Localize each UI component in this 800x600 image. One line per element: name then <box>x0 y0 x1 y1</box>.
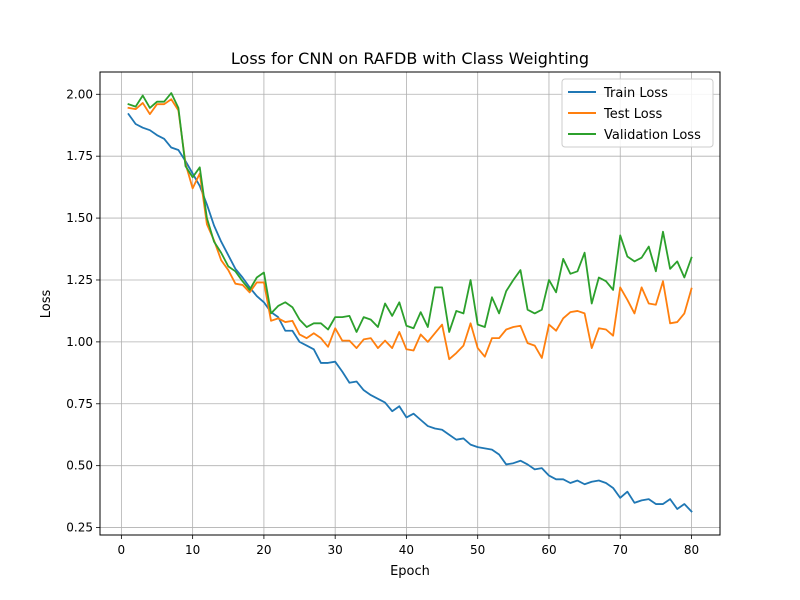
x-tick-label: 80 <box>684 543 699 557</box>
legend-box <box>561 78 714 148</box>
x-tick-label: 30 <box>328 543 343 557</box>
y-tick-label: 1.25 <box>66 273 93 287</box>
y-axis-label: Loss <box>39 290 54 319</box>
plot-area: 0 10 20 30 40 50 60 70 80 0.25 0.50 0.75 1.00 1.25 1.5… <box>66 71 721 557</box>
y-tick-label: 0.50 <box>66 459 93 473</box>
y-tick-label: 0.25 <box>66 521 93 535</box>
x-tick-label: 40 <box>399 543 414 557</box>
legend-label: Train Loss <box>603 86 668 101</box>
x-axis-label: Epoch <box>390 564 430 579</box>
legend: Train Loss Test Loss Validation Loss <box>561 78 714 148</box>
series-line-validation-loss <box>127 92 693 333</box>
x-tick-label: 60 <box>541 543 556 557</box>
x-tick-label: 70 <box>613 543 628 557</box>
series-line-test-loss <box>127 98 693 361</box>
series-line-train-loss <box>127 112 693 513</box>
axes-frame <box>99 71 721 536</box>
chart-title: Loss for CNN on RAFDB with Class Weighti… <box>231 49 589 68</box>
legend-label: Validation Loss <box>604 128 701 143</box>
x-tick-label: 0 <box>118 543 126 557</box>
x-tick-label: 10 <box>185 543 200 557</box>
y-tick-label: 1.50 <box>66 211 93 225</box>
y-tick-label: 1.00 <box>66 335 93 349</box>
y-tick-label: 2.00 <box>66 87 93 101</box>
x-tick-label: 20 <box>256 543 271 557</box>
legend-label: Test Loss <box>603 107 662 122</box>
y-tick-label: 0.75 <box>66 397 93 411</box>
y-tick-label: 1.75 <box>66 149 93 163</box>
x-tick-label: 50 <box>470 543 485 557</box>
